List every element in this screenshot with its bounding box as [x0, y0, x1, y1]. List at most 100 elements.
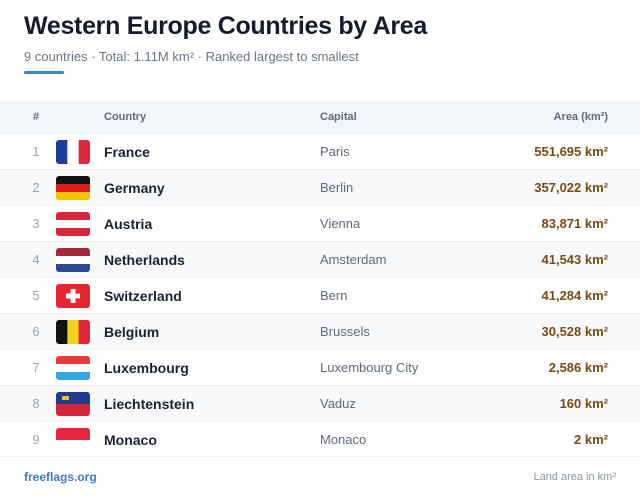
area: 160 km² [559, 396, 608, 411]
flag-body [56, 355, 90, 380]
flag-stripe [56, 427, 90, 440]
flag [56, 247, 90, 272]
flag-stripe [56, 319, 68, 344]
table-row: 6 Belgium Brussels 30,528 km² [0, 313, 640, 349]
flag-stripe [67, 139, 80, 164]
country-name: France [104, 143, 150, 160]
column-header: Area (km²) [553, 111, 608, 123]
divider [0, 456, 640, 457]
column-header: Country [104, 111, 147, 123]
capital: Paris [320, 144, 350, 159]
flag-stripe [56, 175, 90, 184]
flag-stripe [56, 247, 90, 256]
flag-body [56, 139, 90, 164]
country-name: Switzerland [104, 287, 182, 304]
area: 357,022 km² [534, 180, 608, 195]
table-row: 4 Netherlands Amsterdam 41,543 km² [0, 241, 640, 277]
flag [56, 391, 90, 416]
flag-stripe [56, 439, 90, 452]
flag [56, 211, 90, 236]
flag-stripe [56, 391, 90, 404]
column-header: # [32, 111, 40, 123]
flag-stripe [56, 139, 68, 164]
table-header: # Country Capital Area (km²) [0, 101, 640, 133]
footer-note: Land area in km² [533, 471, 616, 483]
table-row: 1 France Paris 551,695 km² [0, 133, 640, 169]
flag-body [56, 319, 90, 344]
area: 41,543 km² [541, 252, 609, 267]
flag-stripe [78, 319, 90, 344]
flag-cell [56, 206, 90, 241]
table-row: 2 Germany Berlin 357,022 km² [0, 169, 640, 205]
flag-stripe [56, 219, 90, 228]
table-row: 7 Luxembourg Luxembourg City 2,586 km² [0, 349, 640, 385]
flag-stripe [67, 319, 80, 344]
flag-stripe [56, 371, 90, 380]
flag-body [56, 247, 90, 272]
country-name: Netherlands [104, 251, 185, 268]
flag-cell [56, 278, 90, 313]
capital: Vaduz [320, 396, 356, 411]
flag-body [56, 427, 90, 452]
area: 41,284 km² [541, 288, 609, 303]
table: # Country Capital Area (km²) 1 France Pari… [0, 101, 640, 457]
flag-stripe [56, 227, 90, 236]
area: 2 km² [574, 432, 608, 447]
flag-cell [56, 386, 90, 421]
flag-stripe [56, 363, 90, 372]
flag-cell [56, 170, 90, 205]
table-row: 8 Liechtenstein Vaduz 160 km² [0, 385, 640, 421]
flag-cell [56, 314, 90, 349]
country-name: Luxembourg [104, 359, 189, 376]
rank: 4 [32, 252, 40, 267]
flag-cell [56, 134, 90, 169]
country-name: Austria [104, 215, 153, 232]
flag-stripe [78, 139, 90, 164]
country-name: Liechtenstein [104, 395, 195, 412]
capital: Bern [320, 288, 348, 303]
flag [56, 355, 90, 380]
capital: Berlin [320, 180, 354, 195]
table-row: 5 Switzerland Bern 41,284 km² [0, 277, 640, 313]
flag-cell [56, 350, 90, 385]
rank: 7 [32, 360, 40, 375]
accent-bar [24, 71, 64, 74]
capital: Monaco [320, 432, 367, 447]
flag-stripe [56, 263, 90, 272]
area: 30,528 km² [541, 324, 609, 339]
rank: 3 [32, 216, 40, 231]
title: Western Europe Countries by Area [24, 12, 427, 40]
flag-stripe [56, 211, 90, 220]
rank: 2 [32, 180, 40, 195]
column-header: Capital [320, 111, 357, 123]
area: 551,695 km² [534, 144, 608, 159]
table-row: 3 Austria Vienna 83,871 km² [0, 205, 640, 241]
area: 2,586 km² [548, 360, 608, 375]
capital: Vienna [320, 216, 361, 231]
flag-cross [66, 293, 80, 298]
rank: 8 [32, 396, 40, 411]
flag-crown [62, 395, 69, 400]
subtitle: 9 countries · Total: 1.11M km² · Ranked … [24, 49, 359, 64]
flag-stripe [56, 355, 90, 364]
area: 83,871 km² [541, 216, 609, 231]
flag-body [56, 391, 90, 416]
flag [56, 283, 90, 308]
flag-stripe [56, 191, 90, 200]
flag [56, 175, 90, 200]
flag-body [56, 283, 90, 308]
flag-cell [56, 422, 90, 457]
flag-stripe [56, 183, 90, 192]
flag [56, 427, 90, 452]
flag-cell [56, 242, 90, 277]
flag-stripe [56, 255, 90, 264]
flag-body [56, 211, 90, 236]
rank: 5 [32, 288, 40, 303]
flag-body [56, 175, 90, 200]
rank: 9 [32, 432, 40, 447]
source-link[interactable]: freeflags.org [24, 470, 97, 484]
flag-stripe [56, 403, 90, 416]
rank: 1 [32, 144, 40, 159]
flag [56, 319, 90, 344]
